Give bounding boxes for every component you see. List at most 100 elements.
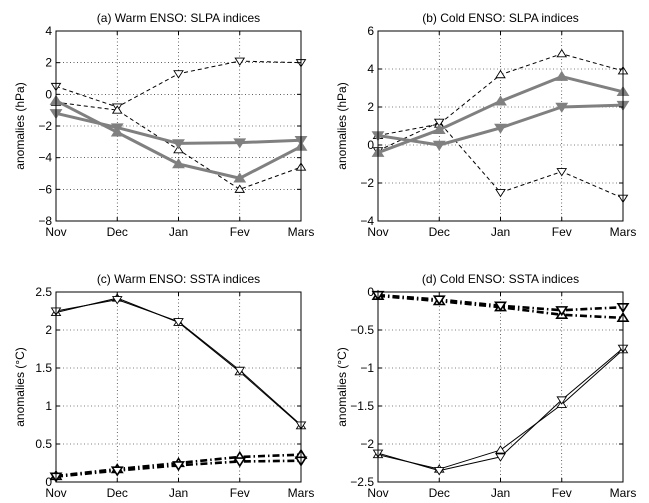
data-point: [432, 295, 446, 306]
x-tick-label: Mars: [610, 225, 637, 239]
data-point: [556, 168, 568, 177]
data-point: [433, 118, 445, 128]
grid: [56, 31, 301, 221]
data-point: [556, 48, 568, 58]
data-point: [111, 105, 123, 114]
x-tick-label: Nov: [367, 486, 388, 500]
x-tick-label: Jan: [491, 225, 510, 239]
data-point: [172, 139, 185, 150]
y-tick-label: −2: [360, 176, 374, 190]
data-point: [110, 126, 124, 137]
y-tick-label: 6: [367, 24, 374, 38]
y-tick-label: −0.5: [350, 323, 374, 337]
data-point: [432, 140, 446, 151]
y-tick-label: −2.5: [350, 475, 374, 489]
data-point: [556, 396, 568, 405]
data-point: [495, 189, 506, 198]
x-tick-label: Mars: [288, 225, 315, 239]
data-point: [111, 296, 123, 305]
x-tick-label: Dec: [107, 225, 128, 239]
x-tick-label: Fev: [230, 225, 250, 239]
y-tick-label: −2: [360, 437, 374, 451]
series-4: [49, 94, 308, 183]
data-point: [234, 57, 246, 66]
y-tick-label: 0: [367, 285, 374, 299]
x-tick-label: Dec: [107, 486, 128, 500]
y-tick-label: 4: [45, 24, 52, 38]
data-point: [172, 158, 185, 169]
data-point: [233, 172, 247, 183]
data-point: [494, 95, 507, 106]
grid: [378, 292, 623, 482]
y-tick-label: −1: [360, 361, 374, 375]
series-line: [55, 111, 302, 145]
y-tick-label: 2: [45, 56, 52, 70]
y-tick-label: 0.5: [35, 437, 52, 451]
x-tick-label: Fev: [552, 486, 572, 500]
y-tick-label: −4: [360, 214, 374, 228]
data-point: [110, 466, 124, 477]
chart-title: (b) Cold ENSO: SLPA indices: [422, 11, 579, 25]
y-axis-label: anomalies (hPa): [13, 82, 27, 169]
y-tick-label: 2: [45, 323, 52, 337]
chart-title: (d) Cold ENSO: SSTA indices: [422, 272, 579, 286]
data-point: [172, 461, 185, 472]
data-point: [173, 318, 184, 327]
y-tick-label: 2: [367, 100, 374, 114]
data-point: [555, 70, 569, 81]
x-tick-label: Fev: [230, 486, 250, 500]
y-tick-label: −2: [38, 119, 52, 133]
y-tick-label: 2.5: [35, 285, 52, 299]
y-tick-label: −4: [38, 151, 52, 165]
x-tick-label: Nov: [367, 225, 388, 239]
series-line: [377, 121, 624, 199]
y-axis-label: anomalies (°C): [335, 347, 349, 427]
x-tick-label: Nov: [45, 486, 66, 500]
x-tick-label: Jan: [169, 225, 188, 239]
data-point: [233, 138, 247, 149]
chart-title: (a) Warm ENSO: SLPA indices: [97, 11, 260, 25]
x-tick-label: Nov: [45, 225, 66, 239]
chart-panel-3: Nov Dec Jan Fev Mars 0 0.5 1 1.5 2 2.5 (c) Warm ENS…: [13, 272, 314, 500]
y-tick-label: 4: [367, 62, 374, 76]
y-axis-label: anomalies (°C): [13, 347, 27, 427]
y-tick-label: 1.5: [35, 361, 52, 375]
data-point: [495, 445, 506, 454]
y-tick-label: 0: [45, 475, 52, 489]
chart-panel-2: Nov Dec Jan Fev Mars −4 −2 0 2 4 6 (b) Cold ENSO: S…: [335, 11, 636, 239]
data-point: [494, 123, 507, 134]
x-tick-label: Mars: [288, 486, 315, 500]
data-point: [234, 184, 246, 193]
y-tick-label: 0: [367, 138, 374, 152]
y-tick-label: −8: [38, 214, 52, 228]
series-line: [377, 294, 624, 320]
x-tick-label: Dec: [429, 225, 450, 239]
x-tick-label: Dec: [429, 486, 450, 500]
data-point: [173, 70, 184, 79]
y-axis-label: anomalies (hPa): [335, 82, 349, 169]
x-tick-label: Jan: [491, 486, 510, 500]
series-1: [50, 57, 307, 112]
series-line: [55, 453, 302, 478]
data-point: [555, 306, 569, 317]
data-point: [495, 453, 506, 462]
data-point: [494, 301, 507, 312]
series-1: [50, 293, 307, 430]
x-tick-label: Jan: [169, 486, 188, 500]
series-1: [372, 344, 629, 473]
chart-panel-4: Nov Dec Jan Fev Mars −2.5 −2 −1.5 −1 −0.5 0 (d) Col…: [335, 272, 636, 500]
series-line: [55, 459, 302, 478]
x-tick-label: Mars: [610, 486, 637, 500]
y-tick-label: −1.5: [350, 399, 374, 413]
data-point: [432, 123, 446, 135]
data-point: [433, 467, 445, 476]
chart-title: (c) Warm ENSO: SSTA indices: [97, 272, 260, 286]
x-tick-label: Fev: [552, 225, 572, 239]
data-point: [234, 366, 246, 376]
y-tick-label: 0: [45, 87, 52, 101]
chart-panel-1: Nov Dec Jan Fev Mars −8 −6 −4 −2 0 2 4 (a) Warm ENSO…: [13, 11, 314, 239]
y-tick-label: −6: [38, 182, 52, 196]
y-tick-label: 1: [45, 399, 52, 413]
data-point: [555, 102, 569, 113]
